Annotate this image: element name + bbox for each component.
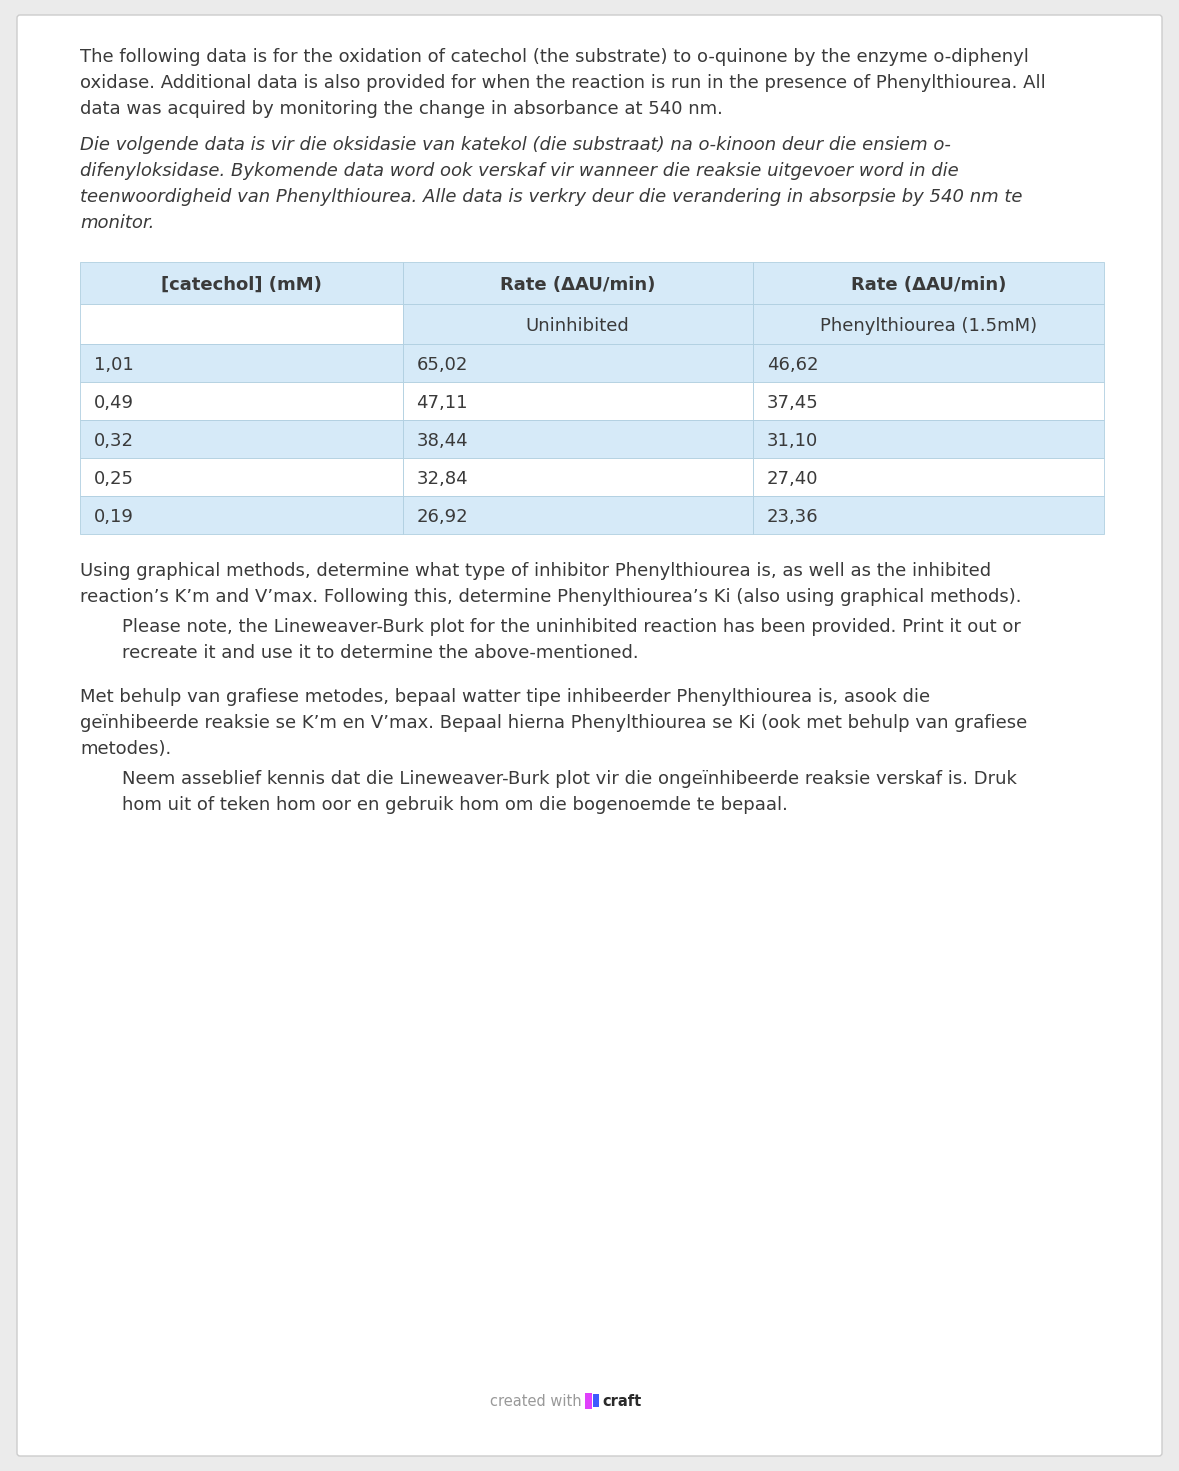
Text: created with: created with (490, 1393, 581, 1409)
Text: Rate (ΔAU/min): Rate (ΔAU/min) (500, 277, 656, 294)
Text: 38,44: 38,44 (416, 432, 468, 450)
Text: Die volgende data is vir die oksidasie van katekol (die substraat) na o-kinoon d: Die volgende data is vir die oksidasie v… (80, 135, 951, 154)
Text: 23,36: 23,36 (766, 507, 818, 527)
Text: geïnhibeerde reaksie se K’m en V’max. Bepaal hierna Phenylthiourea se Ki (ook me: geïnhibeerde reaksie se K’m en V’max. Be… (80, 713, 1027, 733)
FancyBboxPatch shape (585, 1393, 592, 1409)
Text: metodes).: metodes). (80, 740, 171, 758)
FancyBboxPatch shape (402, 262, 752, 304)
Text: 32,84: 32,84 (416, 471, 468, 488)
Text: Please note, the Lineweaver-Burk plot for the uninhibited reaction has been prov: Please note, the Lineweaver-Burk plot fo… (121, 618, 1021, 635)
FancyBboxPatch shape (80, 304, 402, 344)
FancyBboxPatch shape (752, 304, 1104, 344)
Text: Rate (ΔAU/min): Rate (ΔAU/min) (851, 277, 1006, 294)
Text: 46,62: 46,62 (766, 356, 818, 374)
Text: difenyloksidase. Bykomende data word ook verskaf vir wanneer die reaksie uitgevo: difenyloksidase. Bykomende data word ook… (80, 162, 959, 179)
FancyBboxPatch shape (752, 496, 1104, 534)
Text: [catechol] (mM): [catechol] (mM) (160, 277, 322, 294)
Text: reaction’s K’m and V’max. Following this, determine Phenylthiourea’s Ki (also us: reaction’s K’m and V’max. Following this… (80, 588, 1021, 606)
FancyBboxPatch shape (752, 421, 1104, 457)
FancyBboxPatch shape (752, 457, 1104, 496)
Text: Using graphical methods, determine what type of inhibitor Phenylthiourea is, as : Using graphical methods, determine what … (80, 562, 992, 580)
Text: data was acquired by monitoring the change in absorbance at 540 nm.: data was acquired by monitoring the chan… (80, 100, 723, 118)
FancyBboxPatch shape (752, 262, 1104, 304)
Text: monitor.: monitor. (80, 213, 154, 232)
Text: recreate it and use it to determine the above-mentioned.: recreate it and use it to determine the … (121, 644, 639, 662)
Text: hom uit of teken hom oor en gebruik hom om die bogenoemde te bepaal.: hom uit of teken hom oor en gebruik hom … (121, 796, 788, 813)
Text: 1,01: 1,01 (94, 356, 133, 374)
Text: 26,92: 26,92 (416, 507, 468, 527)
FancyBboxPatch shape (402, 382, 752, 421)
Text: craft: craft (602, 1393, 641, 1409)
FancyBboxPatch shape (80, 496, 402, 534)
Text: 0,32: 0,32 (94, 432, 134, 450)
FancyBboxPatch shape (402, 457, 752, 496)
Text: 31,10: 31,10 (766, 432, 818, 450)
FancyBboxPatch shape (402, 344, 752, 382)
FancyBboxPatch shape (402, 421, 752, 457)
Text: Phenylthiourea (1.5mM): Phenylthiourea (1.5mM) (819, 316, 1038, 335)
Text: 0,25: 0,25 (94, 471, 134, 488)
Text: Neem asseblief kennis dat die Lineweaver-Burk plot vir die ongeïnhibeerde reaksi: Neem asseblief kennis dat die Lineweaver… (121, 769, 1016, 788)
FancyBboxPatch shape (17, 15, 1162, 1456)
Text: 37,45: 37,45 (766, 394, 818, 412)
Text: Met behulp van grafiese metodes, bepaal watter tipe inhibeerder Phenylthiourea i: Met behulp van grafiese metodes, bepaal … (80, 688, 930, 706)
FancyBboxPatch shape (752, 344, 1104, 382)
Text: teenwoordigheid van Phenylthiourea. Alle data is verkry deur die verandering in : teenwoordigheid van Phenylthiourea. Alle… (80, 188, 1022, 206)
FancyBboxPatch shape (80, 421, 402, 457)
Text: 27,40: 27,40 (766, 471, 818, 488)
FancyBboxPatch shape (593, 1393, 599, 1406)
Text: 0,19: 0,19 (94, 507, 134, 527)
Text: The following data is for the oxidation of catechol (the substrate) to o-quinone: The following data is for the oxidation … (80, 49, 1029, 66)
Text: 47,11: 47,11 (416, 394, 468, 412)
FancyBboxPatch shape (80, 262, 402, 304)
Text: Uninhibited: Uninhibited (526, 316, 630, 335)
Text: oxidase. Additional data is also provided for when the reaction is run in the pr: oxidase. Additional data is also provide… (80, 74, 1046, 93)
FancyBboxPatch shape (80, 382, 402, 421)
FancyBboxPatch shape (402, 304, 752, 344)
FancyBboxPatch shape (80, 457, 402, 496)
FancyBboxPatch shape (80, 344, 402, 382)
FancyBboxPatch shape (402, 496, 752, 534)
FancyBboxPatch shape (752, 382, 1104, 421)
Text: 65,02: 65,02 (416, 356, 468, 374)
Text: 0,49: 0,49 (94, 394, 134, 412)
